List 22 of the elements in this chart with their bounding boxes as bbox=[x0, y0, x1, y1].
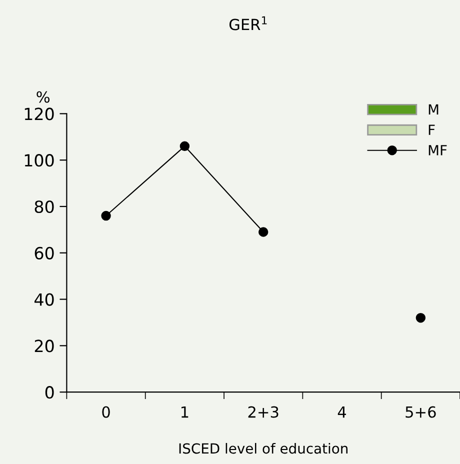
legend-label: MF bbox=[428, 145, 447, 156]
x-tick-label: 0 bbox=[102, 406, 110, 418]
x-tick-label: 1 bbox=[182, 406, 188, 418]
y-tick-label: 20 bbox=[34, 340, 54, 352]
legend-label: M bbox=[428, 104, 438, 114]
y-tick-label: 40 bbox=[34, 293, 54, 306]
y-axis-title: % bbox=[36, 91, 50, 103]
point bbox=[258, 227, 268, 237]
x-tick-label: 2+3 bbox=[248, 406, 278, 418]
x-axis-title: ISCED level of education bbox=[179, 442, 348, 454]
legend-label: F bbox=[428, 124, 435, 135]
x-tick-label: 4 bbox=[338, 406, 346, 418]
y-tick-label: 100 bbox=[24, 154, 54, 167]
point bbox=[180, 141, 190, 152]
point bbox=[416, 312, 426, 323]
point bbox=[101, 210, 111, 221]
y-tick-label: 120 bbox=[24, 108, 54, 120]
y-tick-label: 60 bbox=[34, 246, 54, 260]
x-tick-label: 5+6 bbox=[406, 406, 436, 418]
chart-title: GER$^{1}$ bbox=[229, 16, 267, 30]
y-tick-label: 0 bbox=[45, 386, 54, 399]
y-tick-label: 80 bbox=[34, 200, 54, 214]
